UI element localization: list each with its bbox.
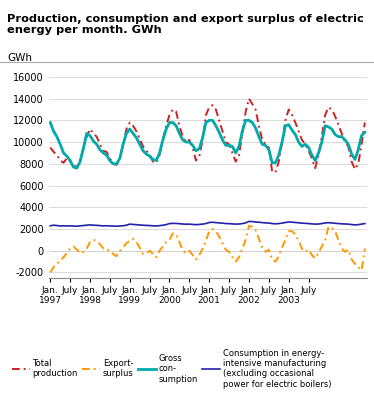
Text: July: July — [181, 285, 197, 295]
Text: Jan.
2001: Jan. 2001 — [198, 285, 221, 305]
Text: July: July — [141, 285, 158, 295]
Text: GWh: GWh — [7, 53, 32, 63]
Legend: Total
production, Export-
surplus, Gross
con-
sumption, Consumption in energy-
i: Total production, Export- surplus, Gross… — [12, 349, 331, 389]
Text: Jan.
1998: Jan. 1998 — [79, 285, 101, 305]
Text: July: July — [221, 285, 237, 295]
Text: Jan.
2003: Jan. 2003 — [277, 285, 300, 305]
Text: Jan.
2000: Jan. 2000 — [158, 285, 181, 305]
Text: Production, consumption and export surplus of electric
energy per month. GWh: Production, consumption and export surpl… — [7, 14, 364, 35]
Text: Jan.
1997: Jan. 1997 — [39, 285, 62, 305]
Text: July: July — [261, 285, 277, 295]
Text: July: July — [300, 285, 317, 295]
Text: Jan.
1999: Jan. 1999 — [118, 285, 141, 305]
Text: July: July — [102, 285, 118, 295]
Text: July: July — [62, 285, 78, 295]
Text: Jan.
2002: Jan. 2002 — [237, 285, 260, 305]
